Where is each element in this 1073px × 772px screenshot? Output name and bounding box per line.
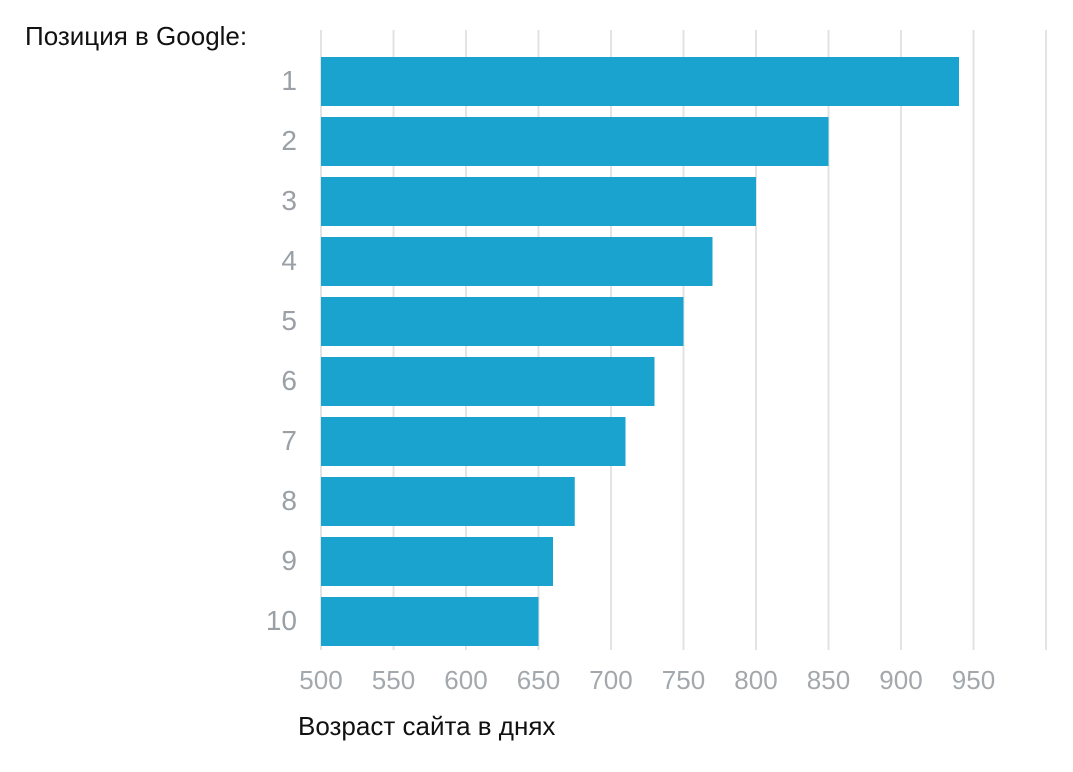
bar — [321, 357, 655, 406]
y-tick-label: 4 — [281, 245, 297, 276]
bar — [321, 57, 959, 106]
bar — [321, 237, 713, 286]
y-axis-title: Позиция в Google: — [25, 21, 247, 51]
bar — [321, 477, 575, 526]
x-tick-label: 750 — [662, 665, 705, 695]
x-tick-label: 650 — [517, 665, 560, 695]
y-tick-label: 7 — [281, 425, 297, 456]
y-tick-label: 9 — [281, 545, 297, 576]
x-tick-label: 850 — [807, 665, 850, 695]
bar — [321, 117, 829, 166]
bar — [321, 177, 756, 226]
bar — [321, 537, 553, 586]
y-tick-label: 2 — [281, 125, 297, 156]
y-tick-label: 8 — [281, 485, 297, 516]
x-tick-label: 600 — [444, 665, 487, 695]
y-tick-label: 10 — [266, 605, 297, 636]
y-tick-label: 5 — [281, 305, 297, 336]
x-tick-label: 550 — [372, 665, 415, 695]
x-axis-title: Возраст сайта в днях — [298, 711, 555, 741]
x-tick-label: 700 — [589, 665, 632, 695]
y-tick-label: 6 — [281, 365, 297, 396]
x-tick-label: 900 — [879, 665, 922, 695]
bar — [321, 597, 539, 646]
x-tick-label: 950 — [952, 665, 995, 695]
y-tick-label: 3 — [281, 185, 297, 216]
y-tick-label: 1 — [281, 65, 297, 96]
bar — [321, 297, 684, 346]
x-tick-label: 500 — [299, 665, 342, 695]
x-tick-label: 800 — [734, 665, 777, 695]
bar — [321, 417, 626, 466]
